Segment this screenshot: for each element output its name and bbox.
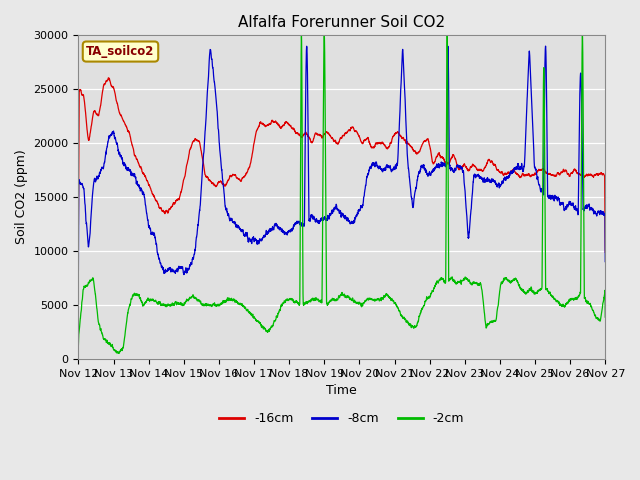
Y-axis label: Soil CO2 (ppm): Soil CO2 (ppm) bbox=[15, 150, 28, 244]
Legend: -16cm, -8cm, -2cm: -16cm, -8cm, -2cm bbox=[214, 407, 469, 430]
Text: TA_soilco2: TA_soilco2 bbox=[86, 45, 155, 58]
X-axis label: Time: Time bbox=[326, 384, 357, 397]
Title: Alfalfa Forerunner Soil CO2: Alfalfa Forerunner Soil CO2 bbox=[238, 15, 445, 30]
